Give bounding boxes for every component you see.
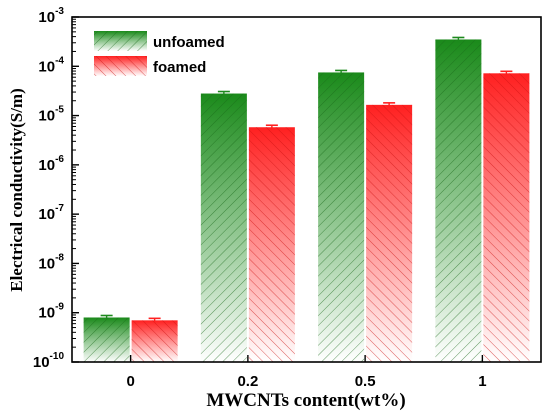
y-tick-label: 10-9 (38, 302, 64, 322)
bar-hatch-unfoamed (83, 317, 130, 362)
bar-hatch-unfoamed (200, 93, 247, 362)
legend-swatch-hatch-foamed (94, 56, 147, 76)
y-tick-label: 10-7 (38, 203, 64, 223)
x-tick-label: 0.5 (355, 373, 376, 390)
x-tick-label: 1 (478, 373, 486, 390)
y-tick-label: 10-8 (38, 252, 64, 272)
bar-hatch-foamed (366, 104, 413, 363)
bar-hatch-foamed (248, 127, 295, 362)
x-axis: 0 0.2 0.5 1 (126, 355, 487, 390)
plot-frame (71, 16, 542, 363)
x-tick-label: 0 (126, 373, 134, 390)
bar-hatch-unfoamed (318, 72, 365, 362)
x-tick-label: 0.2 (237, 373, 258, 390)
y-tick-label: 10-4 (38, 55, 64, 75)
legend-swatch-hatch-unfoamed (94, 31, 147, 51)
bar-hatch-unfoamed (435, 39, 482, 362)
y-tick-label: 10-3 (38, 6, 64, 26)
bars-layer (83, 39, 530, 363)
x-axis-title: MWCNTs content(wt%) (206, 390, 405, 411)
error-bars-layer (100, 36, 513, 323)
bar-hatch-foamed (131, 320, 178, 362)
y-axis-title: Electrical conductivity(S/m) (7, 88, 26, 292)
legend-label-unfoamed: unfoamed (153, 34, 225, 51)
legend: unfoamed foamed (94, 31, 225, 76)
bar-hatch-foamed (483, 73, 530, 362)
legend-label-foamed: foamed (153, 59, 206, 76)
y-tick-label: 10-5 (38, 105, 64, 125)
y-tick-label: 10-6 (38, 154, 64, 174)
y-tick-label: 10-10 (33, 351, 65, 371)
y-axis: 10-10 10-9 10-8 10-7 10-6 10-5 10-4 10-3 (33, 6, 79, 371)
